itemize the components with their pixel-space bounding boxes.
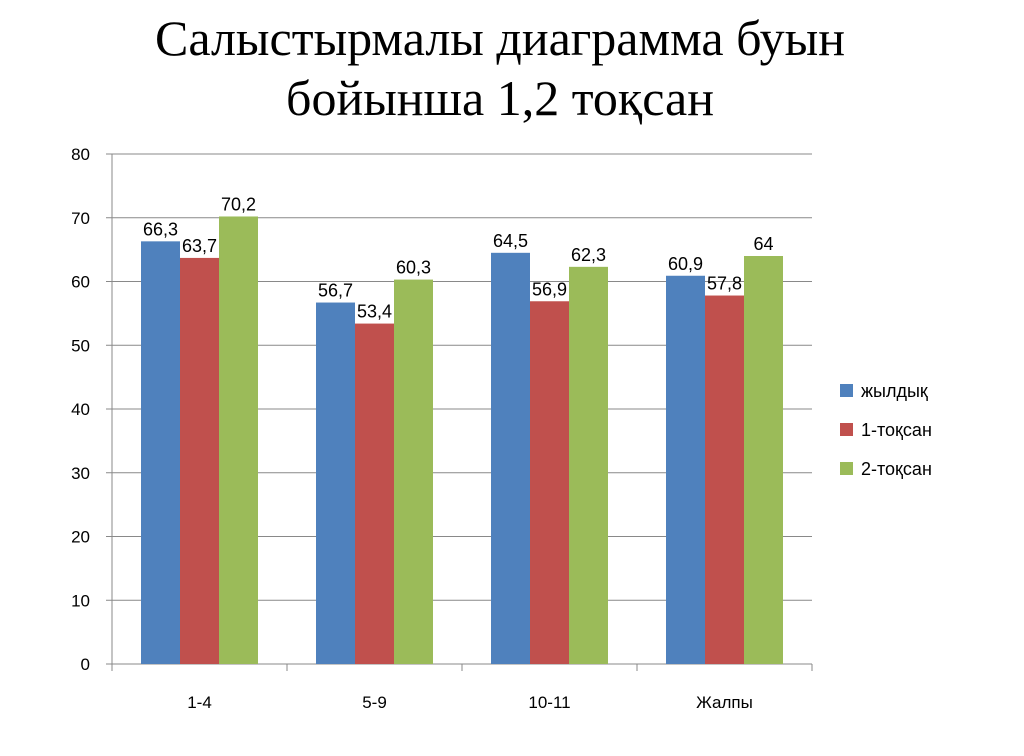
- bar: [705, 295, 744, 664]
- x-axis: 1-4 5-9 10-11 Жалпы: [111, 663, 813, 712]
- bars: [141, 216, 783, 664]
- y-tick-label: 0: [81, 655, 90, 674]
- legend-swatch: [840, 423, 853, 436]
- bar: [180, 257, 219, 664]
- data-label: 60,9: [668, 254, 703, 274]
- legend-swatch: [840, 384, 853, 397]
- legend-label: 1-тоқсан: [861, 420, 932, 440]
- chart-title-line-1: Салыстырмалы диаграмма буын: [155, 10, 845, 66]
- y-axis: 0 10 20 30 40 50 60 70 80: [71, 145, 113, 674]
- bar: [666, 275, 705, 664]
- x-tick-label: Жалпы: [696, 693, 753, 712]
- data-label: 66,3: [143, 219, 178, 239]
- bar: [219, 216, 258, 664]
- bar: [394, 279, 433, 664]
- legend: жылдық 1-тоқсан 2-тоқсан: [840, 381, 932, 479]
- bar: [530, 301, 569, 664]
- data-label: 64,5: [493, 231, 528, 251]
- bar: [355, 323, 394, 664]
- data-label: 63,7: [182, 236, 217, 256]
- data-labels: 66,363,7 70,2 56,753,4 60,3 64,5 56,962,3 60,9…: [143, 194, 774, 321]
- data-label: 53,4: [357, 302, 392, 322]
- bar: [491, 252, 530, 664]
- bar: [744, 256, 783, 664]
- chart-title: Салыстырмалы диаграмма буын бойынша 1,2 …: [0, 8, 1000, 128]
- data-label: 62,3: [571, 245, 606, 265]
- bar: [316, 302, 355, 664]
- y-tick-label: 80: [71, 145, 90, 164]
- data-label: 70,2: [221, 194, 256, 214]
- data-label: 57,8: [707, 274, 742, 294]
- data-label: 56,7: [318, 281, 353, 301]
- y-tick-label: 70: [71, 209, 90, 228]
- legend-label: 2-тоқсан: [861, 459, 932, 479]
- y-tick-label: 40: [71, 400, 90, 419]
- data-label: 56,9: [532, 279, 567, 299]
- bar: [569, 266, 608, 664]
- x-tick-label: 1-4: [187, 693, 212, 712]
- y-tick-label: 60: [71, 273, 90, 292]
- y-tick-label: 50: [71, 336, 90, 355]
- legend-label: жылдық: [861, 381, 928, 401]
- legend-swatch: [840, 462, 853, 475]
- y-tick-label: 10: [71, 591, 90, 610]
- data-label: 64: [753, 234, 773, 254]
- x-tick-label: 10-11: [528, 693, 570, 712]
- data-label: 60,3: [396, 258, 431, 278]
- chart-title-line-2: бойынша 1,2 тоқсан: [286, 70, 714, 126]
- y-tick-label: 20: [71, 528, 90, 547]
- y-tick-label: 30: [71, 464, 90, 483]
- bar: [141, 241, 180, 664]
- x-tick-label: 5-9: [362, 693, 387, 712]
